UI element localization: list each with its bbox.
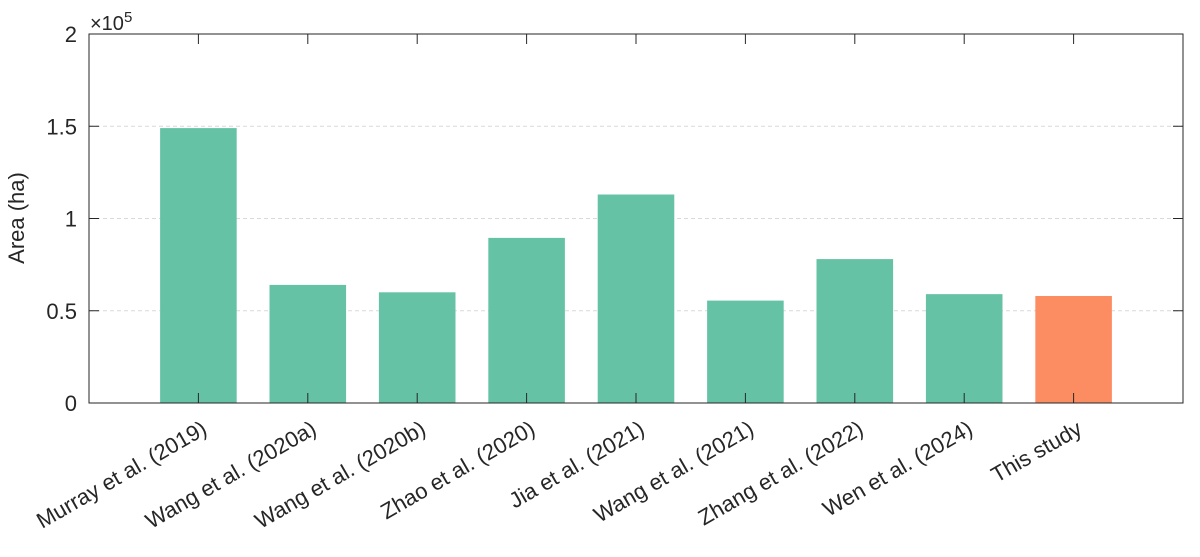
bar <box>1035 295 1112 403</box>
bar <box>597 194 675 403</box>
y-tick-label: 2 <box>65 22 77 47</box>
y-tick-label: 0 <box>65 391 77 416</box>
bars <box>160 128 1112 403</box>
y-axis-ticks: 0 0.5 1 1.5 2 <box>46 22 1183 416</box>
y-axis-exponent: ×105 <box>90 9 132 36</box>
bar <box>378 292 456 403</box>
bar <box>160 128 237 403</box>
bar <box>488 237 565 403</box>
y-tick-label: 1.5 <box>46 114 77 139</box>
y-axis-exponent-power: 5 <box>124 9 132 26</box>
y-axis-exponent-base: ×10 <box>90 13 124 35</box>
bar <box>816 259 894 403</box>
y-tick-label: 1 <box>65 207 77 232</box>
bar <box>269 284 347 403</box>
x-tick-label: This study <box>987 416 1086 488</box>
bar <box>707 300 784 403</box>
y-tick-label: 0.5 <box>46 299 77 324</box>
y-axis-label: Area (ha) <box>4 172 29 264</box>
bar <box>925 294 1003 403</box>
